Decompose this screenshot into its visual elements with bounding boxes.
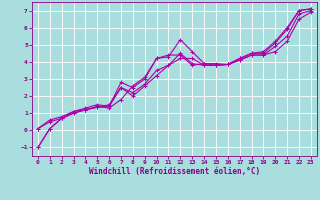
X-axis label: Windchill (Refroidissement éolien,°C): Windchill (Refroidissement éolien,°C) [89, 167, 260, 176]
